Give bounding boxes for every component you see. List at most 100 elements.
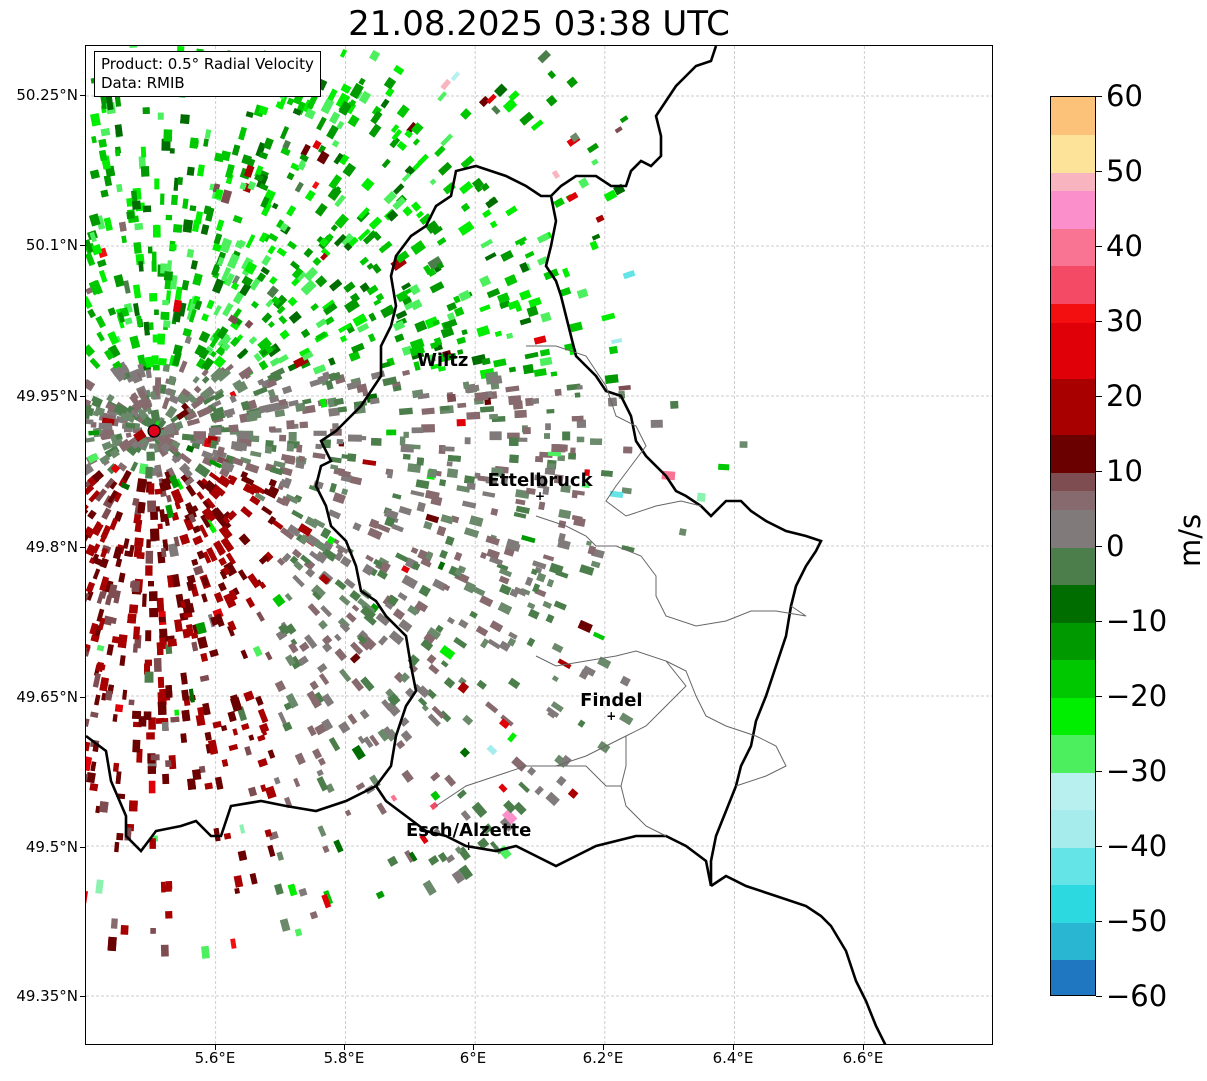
echo-gate: [160, 944, 169, 957]
echo-gate: [284, 455, 296, 465]
echo-gate: [338, 721, 351, 734]
echo-gate: [416, 501, 426, 513]
echo-gate: [197, 164, 205, 177]
echo-gate: [494, 83, 508, 98]
echo-gate: [421, 424, 435, 433]
echo-gate: [504, 274, 518, 287]
echo-gate: [401, 565, 410, 574]
echo-gate: [333, 152, 344, 165]
city-label: Esch/Alzette: [406, 820, 531, 841]
echo-gate: [359, 709, 370, 720]
echo-gate: [128, 800, 138, 812]
echo-gate: [378, 240, 393, 254]
echo-gate: [461, 329, 468, 336]
echo-gate: [137, 388, 148, 403]
radar-map[interactable]: Wiltz + Ettelbruck + Findel + Esch/Alzette: [85, 45, 993, 1045]
echo-gate: [136, 315, 143, 328]
echo-gate: [430, 363, 442, 370]
echo-gate: [297, 523, 313, 537]
echo-gate: [268, 478, 277, 487]
echo-gate: [404, 687, 415, 698]
echo-gate: [399, 717, 410, 727]
lat-tickmark: [80, 95, 85, 96]
echo-gate: [160, 263, 168, 274]
echo-gate: [514, 409, 527, 419]
echo-gate: [503, 800, 517, 814]
echo-gate: [154, 309, 159, 315]
echo-gate: [181, 279, 190, 291]
echo-gate: [132, 284, 142, 299]
echo-gate: [351, 604, 360, 612]
echo-gate: [349, 83, 364, 100]
echo-gate: [265, 299, 274, 308]
echo-gate: [494, 330, 502, 337]
echo-gate: [437, 91, 448, 102]
echo-gate: [129, 581, 139, 589]
colorbar-segment: [1051, 190, 1095, 211]
echo-gate: [92, 553, 100, 562]
echo-gate: [86, 437, 95, 443]
echo-gate: [94, 488, 108, 502]
echo-gate: [292, 548, 302, 559]
echo-gate: [138, 437, 149, 450]
echo-gate: [280, 126, 290, 140]
echo-gate: [197, 636, 209, 650]
echo-gate: [445, 352, 457, 362]
lon-tick-label: 5.8°E: [323, 1049, 365, 1067]
echo-gate: [458, 864, 474, 881]
echo-gate: [339, 335, 348, 343]
echo-gate: [369, 49, 381, 62]
echo-gate: [188, 513, 197, 523]
echo-gate: [446, 302, 457, 312]
colorbar-segment: [1051, 884, 1095, 904]
echo-gate: [273, 460, 286, 469]
echo-gate: [247, 158, 256, 167]
radar-site[interactable]: [147, 424, 161, 438]
echo-gate: [621, 487, 632, 495]
echo-gate: [513, 586, 527, 597]
echo-gate: [443, 677, 456, 689]
echo-gate: [407, 604, 419, 616]
echo-gate: [217, 582, 227, 592]
echo-gate: [145, 630, 152, 642]
echo-gate: [439, 549, 449, 560]
echo-gate: [241, 723, 250, 731]
echo-gate: [514, 236, 528, 246]
echo-gate: [485, 196, 499, 209]
echo-gate: [163, 885, 172, 892]
echo-gate: [498, 583, 512, 596]
echo-gate: [152, 334, 158, 343]
echo-gate: [349, 590, 361, 602]
echo-gate: [214, 152, 225, 163]
echo-gate: [298, 534, 309, 545]
echo-gate: [195, 621, 207, 635]
echo-gate: [267, 515, 277, 525]
colorbar-segment: [1051, 622, 1095, 642]
echo-gate: [223, 592, 237, 609]
echo-gate: [457, 402, 467, 409]
colorbar-segment: [1051, 359, 1095, 379]
echo-gate: [192, 219, 201, 233]
echo-gate: [216, 446, 225, 457]
echo-gate: [213, 391, 225, 402]
echo-gate: [471, 801, 488, 818]
echo-gate: [152, 443, 160, 453]
echo-gate: [401, 282, 412, 291]
echo-gate: [456, 336, 467, 345]
echo-gate: [214, 776, 224, 790]
echo-gate: [557, 658, 572, 669]
echo-gate: [455, 846, 463, 854]
echo-gate: [302, 398, 312, 405]
echo-gate: [86, 756, 93, 772]
lat-tickmark: [80, 245, 85, 246]
echo-gate: [457, 349, 464, 355]
echo-gate: [362, 563, 375, 576]
colorbar-segment: [1051, 715, 1095, 736]
echo-gate: [450, 71, 461, 82]
echo-gate: [194, 300, 203, 311]
echo-gate: [131, 200, 141, 210]
echo-gate: [268, 485, 280, 495]
echo-gate: [355, 782, 366, 791]
echo-gate: [239, 182, 247, 191]
echo-gate: [245, 234, 256, 249]
